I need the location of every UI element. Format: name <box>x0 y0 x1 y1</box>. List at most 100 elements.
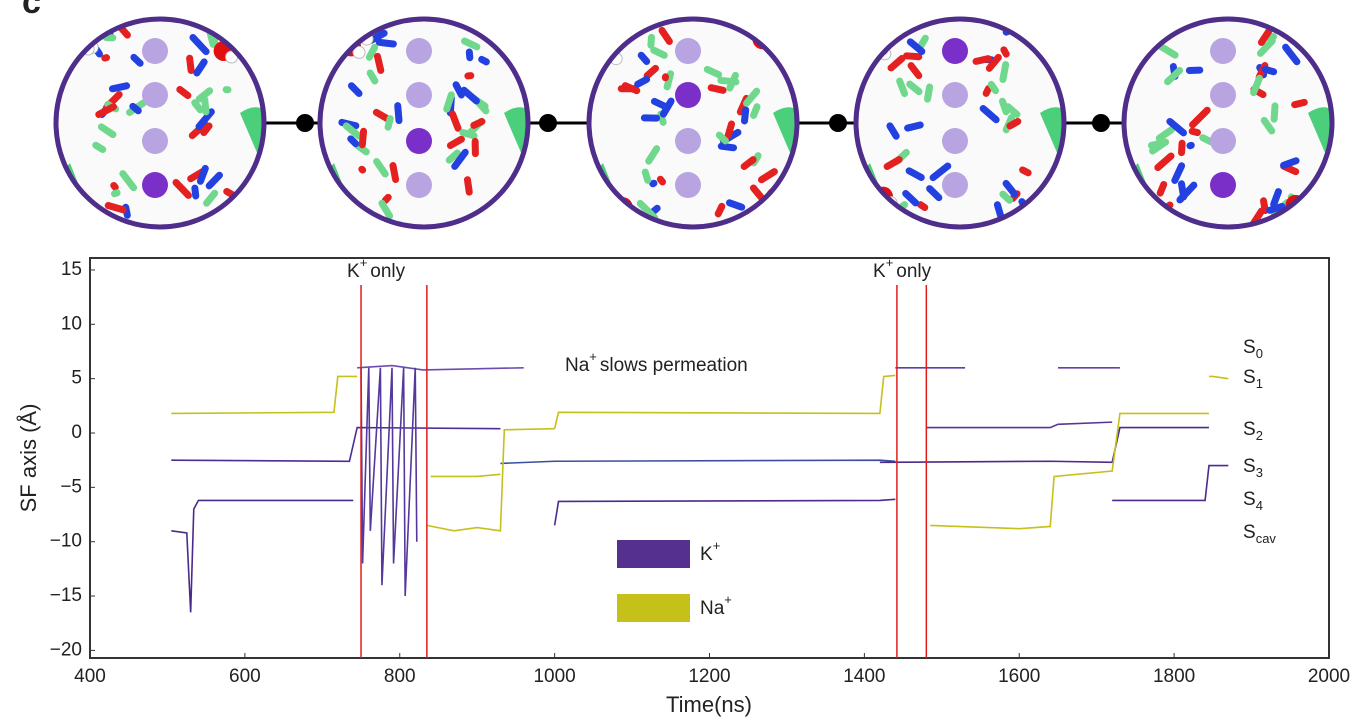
site-label: Scav <box>1243 522 1276 546</box>
bond <box>636 199 659 222</box>
bond <box>1260 197 1269 215</box>
bond <box>916 201 929 212</box>
bond <box>999 61 1010 83</box>
snapshot <box>1124 19 1332 227</box>
ion <box>1210 38 1236 64</box>
annotation-text: K <box>873 261 886 282</box>
ion <box>675 172 701 198</box>
bond <box>1260 116 1276 135</box>
bond <box>1162 22 1171 37</box>
bond <box>470 117 486 129</box>
bond <box>1156 180 1168 197</box>
snapshot-frame <box>53 16 267 230</box>
legend-text: Na <box>700 598 725 619</box>
bond <box>903 52 923 61</box>
bond <box>109 82 131 93</box>
site-label: S1 <box>1243 367 1263 391</box>
site-sub: cav <box>1256 531 1277 546</box>
legend-sup: + <box>713 538 721 553</box>
annotation-text: K <box>347 261 360 282</box>
legend-sup: + <box>724 592 732 607</box>
connector-dot <box>829 114 847 132</box>
bond <box>354 142 370 156</box>
x-axis-label: Time(ns) <box>666 692 752 717</box>
snapshot-frame <box>317 16 531 230</box>
water <box>1298 27 1319 48</box>
bond <box>1257 27 1273 46</box>
bond <box>875 25 895 37</box>
bond <box>979 105 1000 124</box>
bond <box>715 131 729 145</box>
x-tick-label: 1000 <box>533 666 575 687</box>
snapshot-bg <box>589 19 797 227</box>
water-h <box>1042 35 1056 49</box>
water <box>1131 23 1152 44</box>
water-h <box>248 200 262 214</box>
bond <box>1155 126 1175 142</box>
water-h <box>1153 209 1167 223</box>
annotation-rest: only <box>896 261 931 282</box>
bond <box>460 86 480 105</box>
trace <box>500 459 896 465</box>
x-tick-label: 800 <box>384 666 416 687</box>
trace <box>171 426 501 463</box>
bond <box>749 184 766 202</box>
bond <box>373 158 389 178</box>
bond <box>352 204 363 225</box>
water-h <box>606 32 620 46</box>
annotation-sup: + <box>360 255 368 270</box>
bond <box>904 121 924 132</box>
bond <box>104 202 127 214</box>
bond <box>448 110 462 132</box>
ion <box>142 172 168 198</box>
ion <box>942 38 968 64</box>
bond <box>703 65 723 79</box>
bond <box>463 176 473 196</box>
bond <box>929 162 952 182</box>
water-h <box>771 208 785 222</box>
bond <box>191 184 200 200</box>
bond <box>1164 66 1184 86</box>
trace <box>430 473 501 478</box>
bond <box>443 91 455 113</box>
x-tick-label: 1600 <box>998 666 1040 687</box>
bond <box>1282 43 1301 66</box>
ion <box>675 128 701 154</box>
annotation-text: Na <box>565 355 590 376</box>
water-h <box>352 45 366 59</box>
bond <box>119 170 138 192</box>
water <box>1299 201 1320 222</box>
site-sub: 1 <box>1256 376 1263 391</box>
bond <box>634 75 651 88</box>
annotation-rest: only <box>370 261 405 282</box>
y-tick-label: −10 <box>50 531 82 552</box>
annotation-sup: + <box>886 255 894 270</box>
trace <box>1112 464 1229 502</box>
bond <box>470 212 482 227</box>
bond <box>1149 139 1167 155</box>
bond <box>645 145 661 165</box>
bond <box>384 115 394 131</box>
trace <box>171 375 358 415</box>
bond <box>445 149 461 164</box>
trace <box>553 374 896 429</box>
bond <box>1154 152 1175 172</box>
bond <box>985 53 1002 72</box>
bond <box>647 33 655 49</box>
legend-label: Na+ <box>700 592 732 619</box>
trace <box>1208 375 1229 380</box>
water <box>328 198 349 219</box>
bond <box>972 55 992 65</box>
bond <box>1157 42 1179 59</box>
snapshot <box>56 19 264 227</box>
legend-swatch <box>617 594 690 622</box>
connector-dot <box>296 114 314 132</box>
bond <box>743 87 761 107</box>
ion <box>406 128 432 154</box>
bond <box>129 102 142 115</box>
trace <box>357 364 524 371</box>
x-tick-label: 1400 <box>843 666 885 687</box>
water <box>236 191 257 212</box>
bond <box>366 69 379 85</box>
